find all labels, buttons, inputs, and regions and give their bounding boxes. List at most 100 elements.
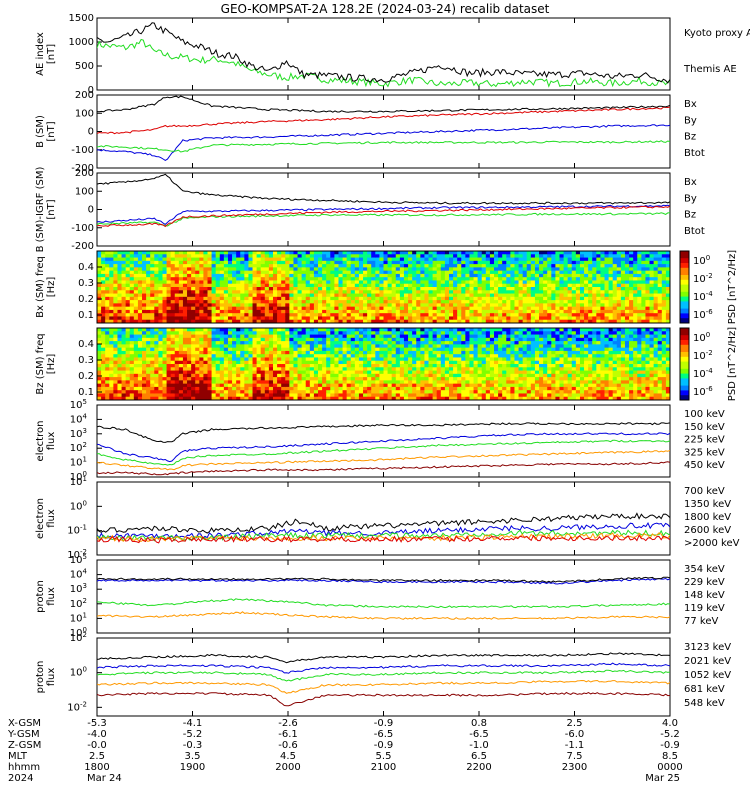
spectrogram-cell [661,254,667,258]
spectrogram-cell [285,396,290,401]
spectrogram-cell [502,303,507,308]
spectrogram-cell [281,283,286,288]
spectrogram-cell [113,260,118,265]
spectrogram-cell [178,316,184,321]
spectrogram-cell [395,319,401,324]
spectrogram-cell [481,277,487,281]
spectrogram-cell [232,367,237,371]
spectrogram-cell [575,251,581,255]
spectrogram-cell [297,341,303,345]
spectrogram-cell [383,393,388,398]
spectrogram-cell [657,267,663,272]
spectrogram-cell [174,296,180,301]
spectrogram-cell [592,306,597,311]
spectrogram-cell [170,296,176,301]
spectrogram-cell [178,251,184,255]
spectrogram-cell [563,283,569,288]
spectrogram-cell [318,260,323,265]
spectrogram-cell [358,267,364,272]
spectrogram-cell [408,257,413,262]
spectrogram-cell [219,347,225,352]
spectrogram-cell [277,350,282,355]
spectrogram-cell [428,277,434,281]
spectrogram-cell [133,290,139,294]
spectrogram-cell [461,251,466,255]
spectrogram-cell [285,309,290,314]
spectrogram-cell [289,309,294,314]
spectrogram-cell [297,337,303,342]
spectrogram-cell [530,303,536,308]
spectrogram-cell [322,331,327,335]
spectrogram-cell [109,386,114,391]
spectrogram-cell [612,264,618,268]
spectrogram-cell [187,393,192,398]
spectrogram-cell [182,283,188,288]
spectrogram-cell [395,393,401,398]
spectrogram-cell [293,334,298,339]
spectrogram-cell [379,251,384,255]
spectrogram-cell [129,328,135,332]
spectrogram-cell [534,290,540,294]
spectrogram-cell [150,364,155,368]
spectrogram-cell [506,316,511,321]
spectrogram-cell [600,287,605,291]
spectrogram-cell [547,303,552,308]
spectrogram-cell [195,267,200,272]
spectrogram-cell [629,267,634,272]
spectrogram-cell [232,380,237,385]
spectrogram-cell [612,303,618,308]
spectrogram-cell [543,293,548,298]
spectrogram-cell [260,280,266,285]
spectrogram-cell [313,273,319,278]
spectrogram-cell [567,303,573,308]
spectrogram-cell [133,303,139,308]
spectrogram-cell [244,393,249,398]
spectrogram-cell [277,334,282,339]
spectrogram-cell [125,254,131,258]
spectrogram-cell [346,296,352,301]
spectrogram-cell [281,316,286,321]
spectrogram-cell [469,306,474,311]
spectrogram-cell [383,313,388,317]
spectrogram-cell [358,396,364,401]
spectrogram-cell [232,309,237,314]
spectrogram-cell [391,396,397,401]
spectrogram-cell [620,309,626,314]
spectrogram-cell [227,367,233,371]
spectrogram-cell [150,370,155,375]
spectrogram-cell [412,341,417,345]
spectrogram-cell [142,357,147,362]
spectrogram-cell [633,264,638,268]
spectrogram-cell [313,264,319,268]
spectrogram-cell [187,390,192,394]
spectrogram-cell [334,264,339,268]
spectrogram-cell [416,290,421,294]
spectrogram-cell [489,277,495,281]
spectrogram-cell [297,293,303,298]
spectrogram-cell [518,251,524,255]
spectrogram-cell [281,306,286,311]
spectrogram-cell [154,257,159,262]
legend-entry: Themis AE [683,64,737,75]
spectrogram-cell [129,283,135,288]
spectrogram-cell [633,290,638,294]
spectrogram-cell [354,287,360,291]
spectrogram-cell [641,293,646,298]
spectrogram-cell [498,267,503,272]
spectrogram-cell [408,393,413,398]
y-tick-label: 0.3 [78,278,94,289]
spectrogram-cell [252,370,258,375]
spectrogram-cell [391,367,397,371]
spectrogram-cell [158,283,163,288]
spectrogram-cell [109,277,114,281]
spectrogram-cell [207,367,212,371]
spectrogram-cell [543,273,548,278]
spectrogram-cell [174,341,180,345]
spectrogram-cell [109,364,114,368]
spectrogram-cell [313,257,319,262]
spectrogram-cell [252,367,258,371]
spectrogram-cell [170,357,176,362]
spectrogram-cell [588,267,593,272]
spectrogram-cell [473,316,479,321]
spectrogram-cell [375,344,380,349]
